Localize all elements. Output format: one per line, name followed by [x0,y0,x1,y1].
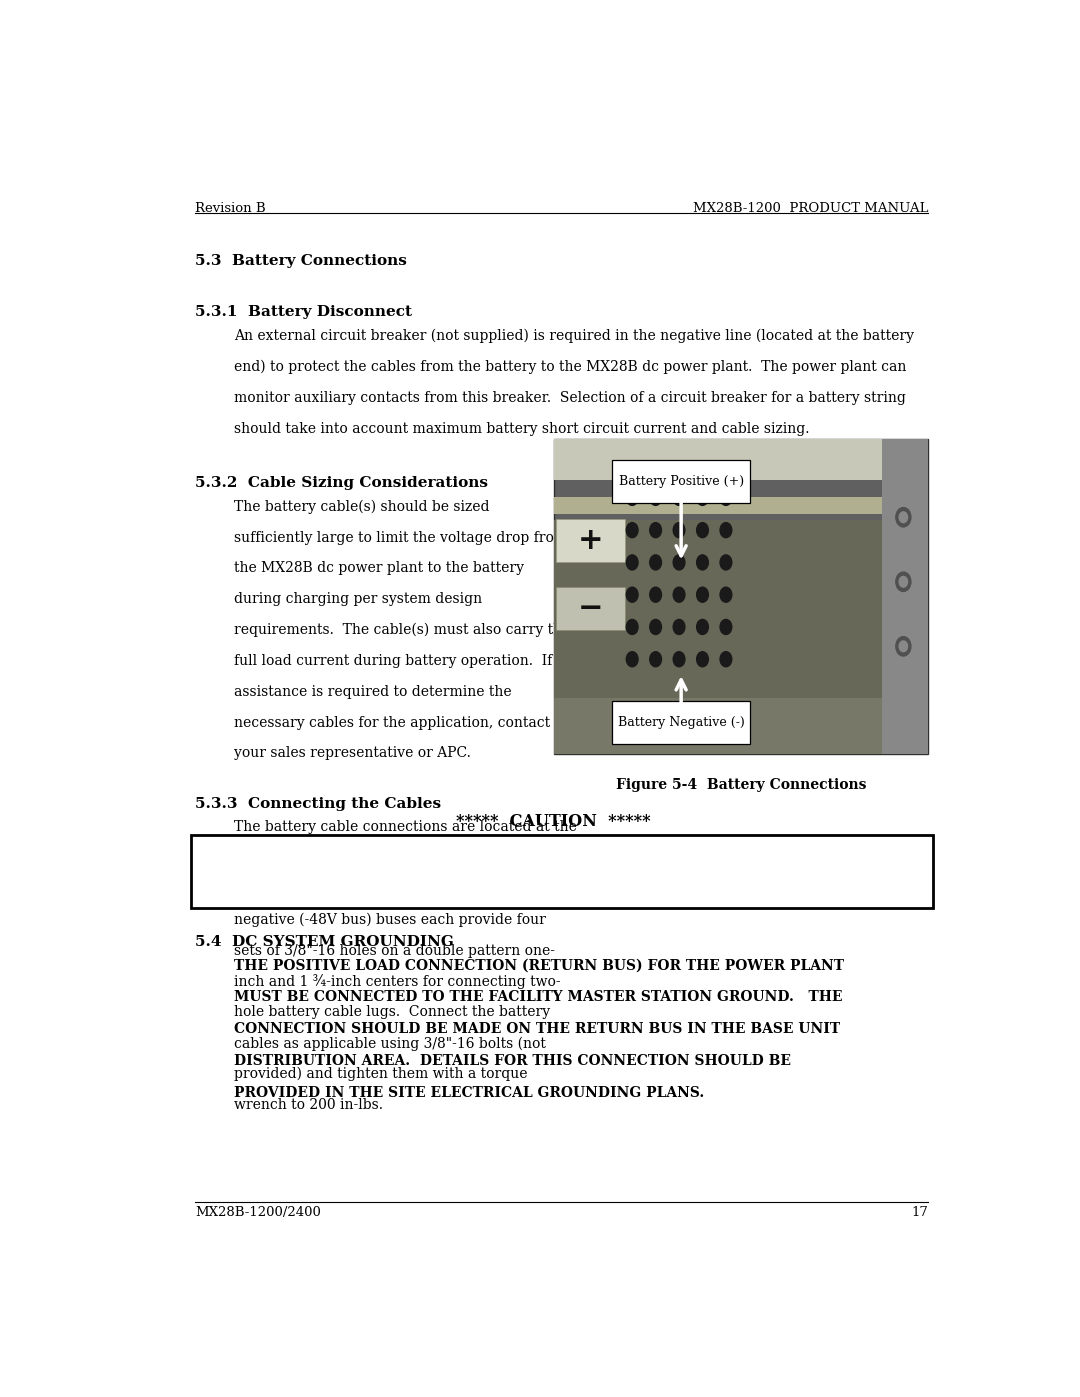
Circle shape [673,490,685,506]
Circle shape [673,587,685,602]
Text: wrench to 200 in-lbs.: wrench to 200 in-lbs. [233,1098,382,1112]
Circle shape [720,555,732,570]
Text: The battery cable(s) should be sized: The battery cable(s) should be sized [233,500,489,514]
Text: assistance is required to determine the: assistance is required to determine the [233,685,512,698]
FancyBboxPatch shape [554,497,882,514]
Circle shape [720,490,732,506]
Text: MX28B-1200/2400: MX28B-1200/2400 [195,1206,321,1218]
FancyBboxPatch shape [554,521,882,539]
Circle shape [650,490,661,506]
Text: The battery positive (return bus) and battery: The battery positive (return bus) and ba… [233,882,551,897]
Text: negative (-48V bus) buses each provide four: negative (-48V bus) buses each provide f… [233,912,545,928]
Text: sets of 3/8"-16 holes on a double pattern one-: sets of 3/8"-16 holes on a double patter… [233,944,555,958]
Circle shape [626,587,638,602]
Text: THE POSITIVE LOAD CONNECTION (RETURN BUS) FOR THE POWER PLANT: THE POSITIVE LOAD CONNECTION (RETURN BUS… [233,958,843,972]
Text: monitor auxiliary contacts from this breaker.  Selection of a circuit breaker fo: monitor auxiliary contacts from this bre… [233,391,906,405]
Circle shape [895,507,910,527]
Text: should take into account maximum battery short circuit current and cable sizing.: should take into account maximum battery… [233,422,809,436]
Text: 5.4  DC SYSTEM GROUNDING: 5.4 DC SYSTEM GROUNDING [195,935,454,949]
FancyBboxPatch shape [554,439,882,479]
Text: inch and 1 ¾-inch centers for connecting two-: inch and 1 ¾-inch centers for connecting… [233,975,561,989]
Circle shape [673,619,685,634]
Text: 5.3.1  Battery Disconnect: 5.3.1 Battery Disconnect [195,306,413,320]
Text: −: − [578,594,603,623]
Text: 5.3.2  Cable Sizing Considerations: 5.3.2 Cable Sizing Considerations [195,476,488,490]
Text: cables as applicable using 3/8"-16 bolts (not: cables as applicable using 3/8"-16 bolts… [233,1037,545,1051]
Text: The battery cable connections are located at the: The battery cable connections are locate… [233,820,577,834]
FancyBboxPatch shape [554,521,882,698]
Circle shape [900,641,907,652]
Circle shape [697,652,708,666]
Circle shape [650,652,661,666]
Text: top rear of the unit as shown in Figure 5-4.: top rear of the unit as shown in Figure … [233,851,539,865]
Text: MX28B-1200  PRODUCT MANUAL: MX28B-1200 PRODUCT MANUAL [693,203,929,215]
Text: 17: 17 [912,1206,929,1218]
Circle shape [720,652,732,666]
Circle shape [673,652,685,666]
Text: during charging per system design: during charging per system design [233,592,482,606]
FancyBboxPatch shape [556,587,624,630]
Text: sufficiently large to limit the voltage drop from: sufficiently large to limit the voltage … [233,531,567,545]
Text: Revision B: Revision B [195,203,266,215]
Circle shape [626,555,638,570]
Text: Make certain that the battery polarity is correct when making connections to the: Make certain that the battery polarity i… [205,851,893,865]
Text: 5.3.3  Connecting the Cables: 5.3.3 Connecting the Cables [195,796,442,810]
Circle shape [697,490,708,506]
Text: Battery Positive (+): Battery Positive (+) [619,475,744,488]
Text: your sales representative or APC.: your sales representative or APC. [233,746,471,760]
Circle shape [895,573,910,591]
Text: Figure 5-4  Battery Connections: Figure 5-4 Battery Connections [616,778,866,792]
Text: end) to protect the cables from the battery to the MX28B dc power plant.  The po: end) to protect the cables from the batt… [233,360,906,374]
Text: *****  CAUTION  *****: ***** CAUTION ***** [456,813,651,830]
Text: CONNECTION SHOULD BE MADE ON THE RETURN BUS IN THE BASE UNIT: CONNECTION SHOULD BE MADE ON THE RETURN … [233,1023,840,1037]
Text: the MX28B dc power plant to the battery: the MX28B dc power plant to the battery [233,562,524,576]
Circle shape [697,522,708,538]
Circle shape [673,555,685,570]
Circle shape [650,619,661,634]
Text: An external circuit breaker (not supplied) is required in the negative line (loc: An external circuit breaker (not supplie… [233,330,914,344]
Circle shape [626,490,638,506]
FancyBboxPatch shape [556,520,624,563]
Text: requirements.  The cable(s) must also carry the: requirements. The cable(s) must also car… [233,623,570,637]
Circle shape [697,619,708,634]
Circle shape [626,619,638,634]
Text: Battery Negative (-): Battery Negative (-) [618,717,744,729]
Circle shape [650,587,661,602]
FancyBboxPatch shape [554,698,882,754]
Circle shape [900,577,907,587]
Circle shape [697,587,708,602]
Text: necessary cables for the application, contact: necessary cables for the application, co… [233,715,550,729]
Circle shape [895,637,910,657]
Text: PROVIDED IN THE SITE ELECTRICAL GROUNDING PLANS.: PROVIDED IN THE SITE ELECTRICAL GROUNDIN… [233,1085,704,1099]
Text: 5.3  Battery Connections: 5.3 Battery Connections [195,254,407,268]
FancyBboxPatch shape [612,460,751,503]
Circle shape [720,587,732,602]
Text: provided) and tighten them with a torque: provided) and tighten them with a torque [233,1067,527,1081]
Circle shape [626,522,638,538]
Circle shape [720,522,732,538]
Text: DISTRIBUTION AREA.  DETAILS FOR THIS CONNECTION SHOULD BE: DISTRIBUTION AREA. DETAILS FOR THIS CONN… [233,1053,791,1067]
FancyBboxPatch shape [554,439,929,754]
FancyBboxPatch shape [612,701,751,745]
Text: +: + [578,527,603,556]
Circle shape [720,619,732,634]
Circle shape [650,522,661,538]
Circle shape [650,555,661,570]
Circle shape [697,555,708,570]
Text: hole battery cable lugs.  Connect the battery: hole battery cable lugs. Connect the bat… [233,1006,550,1020]
Circle shape [626,652,638,666]
Text: MUST BE CONNECTED TO THE FACILITY MASTER STATION GROUND.   THE: MUST BE CONNECTED TO THE FACILITY MASTER… [233,990,842,1004]
FancyBboxPatch shape [191,834,933,908]
Text: full load current during battery operation.  If: full load current during battery operati… [233,654,552,668]
FancyBboxPatch shape [882,439,929,754]
Circle shape [900,511,907,522]
Circle shape [673,522,685,538]
Text: MX28B dc power plant.  Incorrect connection could cause severe equipment damage.: MX28B dc power plant. Incorrect connecti… [205,883,874,897]
